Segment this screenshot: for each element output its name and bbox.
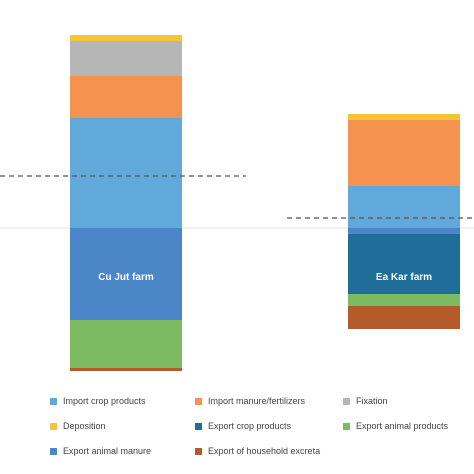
legend-label: Export of household excreta (208, 446, 321, 456)
bar-label: Cu Jut farm (98, 272, 154, 283)
legend-swatch (195, 422, 202, 430)
legend-item: Export crop products (195, 419, 291, 433)
legend-swatch (50, 397, 57, 405)
bar-segment (348, 228, 460, 234)
bar-segment (70, 76, 182, 118)
legend-swatch (195, 447, 202, 455)
bar-segment (348, 186, 460, 228)
legend-label: Import manure/fertilizers (208, 396, 306, 406)
bar-segment (348, 294, 460, 306)
legend-label: Deposition (63, 421, 106, 431)
legend-item: Export animal products (343, 419, 448, 433)
bar-segment (70, 368, 182, 371)
legend-swatch (343, 422, 350, 430)
legend-swatch (195, 397, 202, 405)
bar-segment (348, 114, 460, 120)
legend-swatch (50, 422, 57, 430)
bar-segment (70, 118, 182, 228)
legend-label: Import crop products (63, 396, 146, 406)
legend-item: Import manure/fertilizers (195, 394, 305, 408)
bar-segment (348, 234, 460, 294)
legend-item: Fixation (343, 394, 388, 408)
legend-swatch (343, 397, 350, 405)
bar-segment (70, 35, 182, 41)
bar-label: Ea Kar farm (376, 272, 432, 283)
bar-segment (70, 228, 182, 320)
chart-legend: Import crop products Import manure/fertil… (0, 388, 474, 468)
legend-item: Export of household excreta (195, 444, 320, 458)
bar-segment (70, 41, 182, 76)
bar-segment (70, 320, 182, 368)
legend-item: Export animal manure (50, 444, 151, 458)
legend-item: Import crop products (50, 394, 146, 408)
legend-label: Export animal products (356, 421, 449, 431)
legend-swatch (50, 447, 57, 455)
bar-segment (348, 120, 460, 186)
legend-item: Deposition (50, 419, 106, 433)
bar-segment (348, 306, 460, 329)
legend-label: Export crop products (208, 421, 292, 431)
legend-label: Export animal manure (63, 446, 152, 456)
legend-label: Fixation (356, 396, 388, 406)
